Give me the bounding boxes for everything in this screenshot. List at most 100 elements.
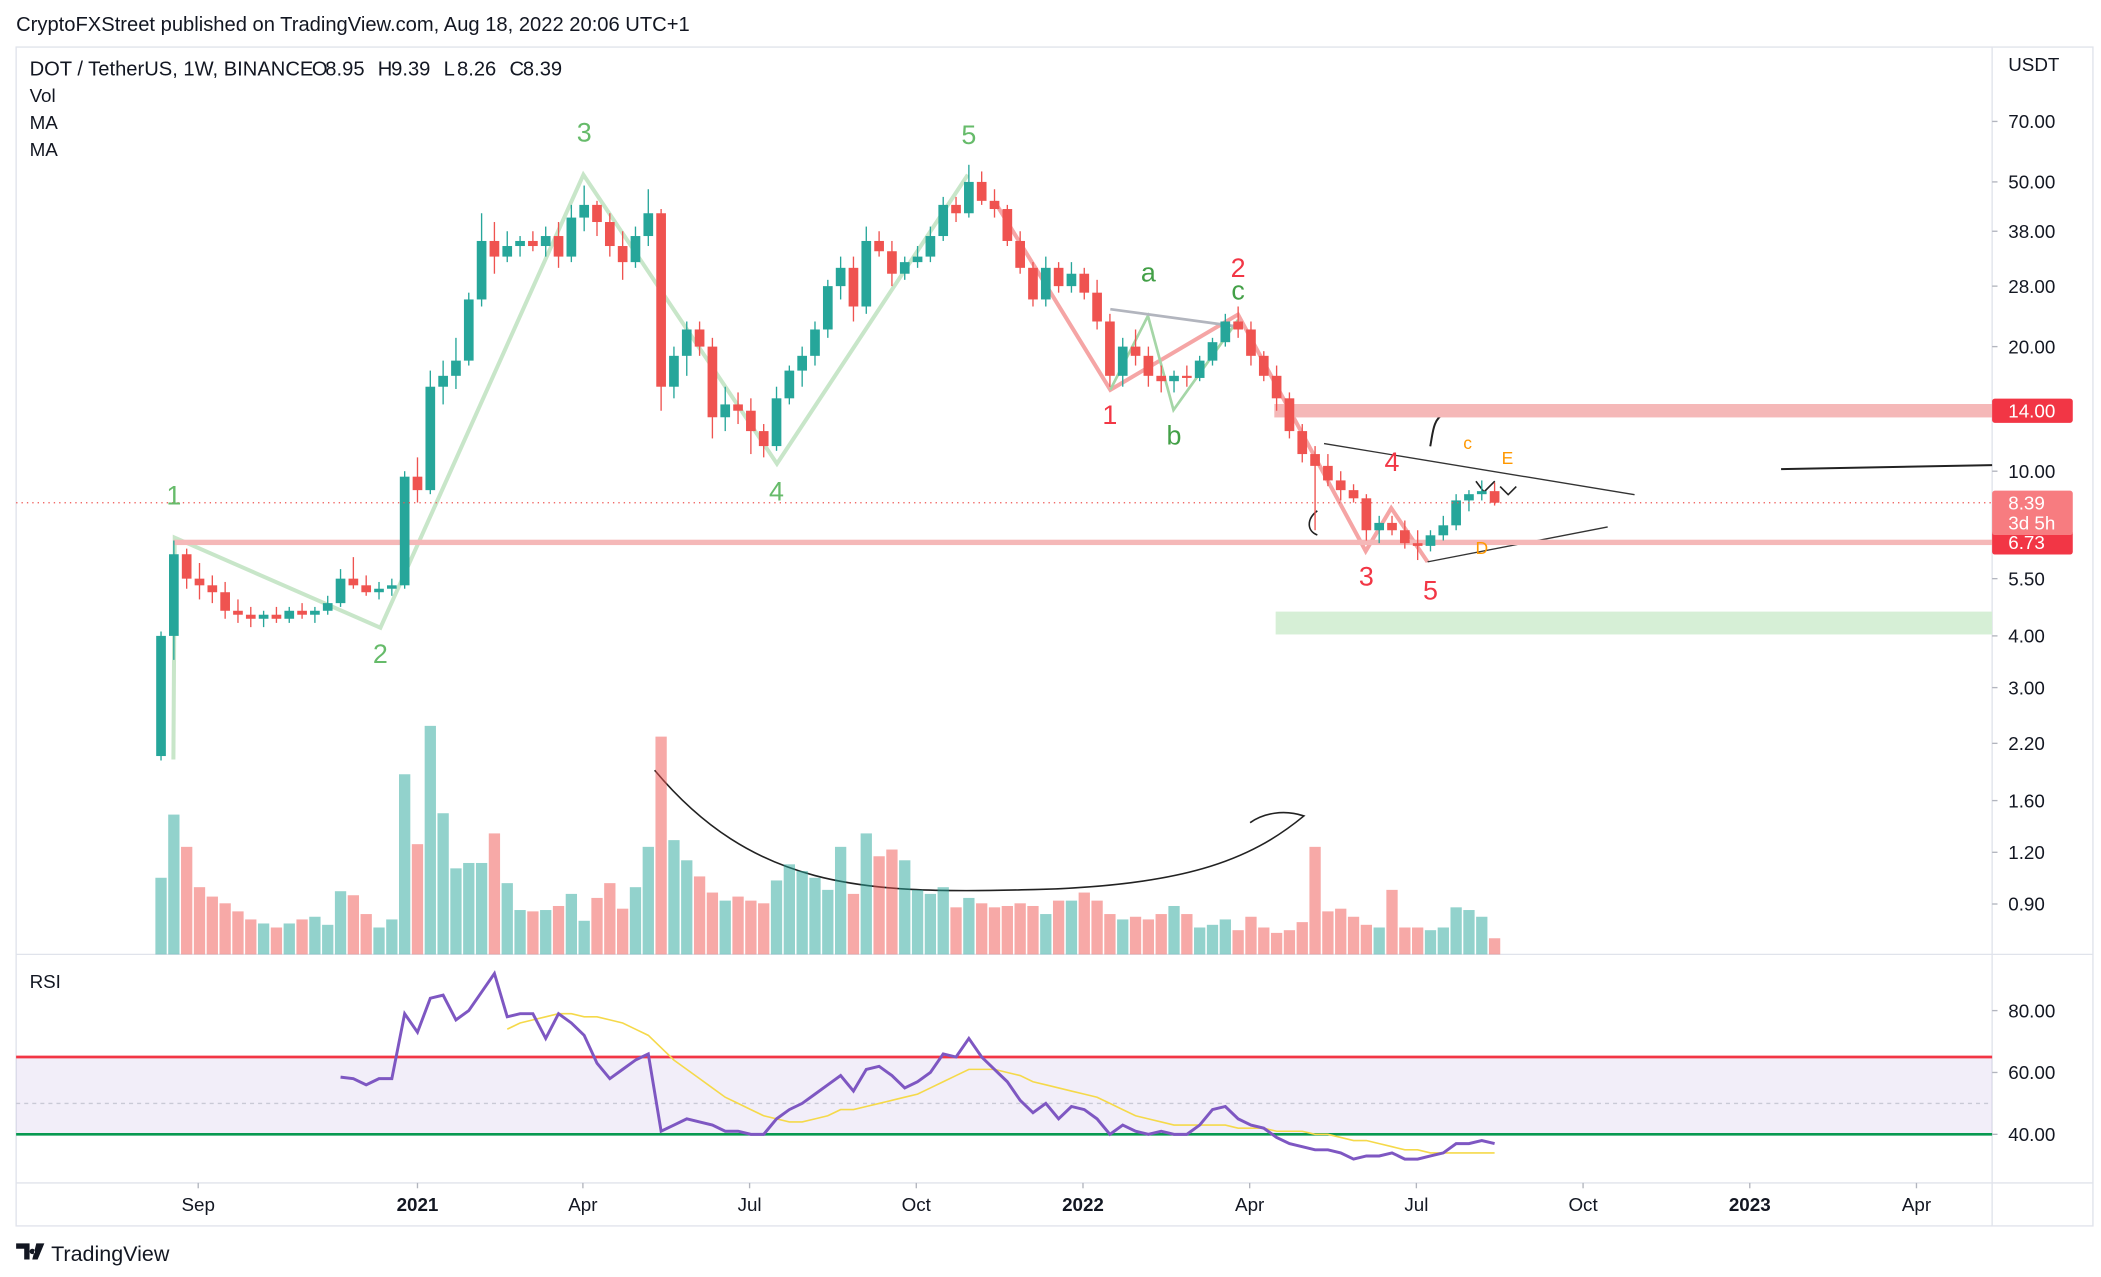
candle-body: [1476, 491, 1487, 495]
volume-bar: [988, 907, 1001, 955]
volume-bar: [552, 905, 565, 955]
candle-body: [835, 267, 846, 287]
indicator-label: MA: [30, 112, 59, 133]
trend-line: [1323, 442, 1635, 496]
candle-body: [1117, 346, 1128, 376]
y-tick-label: 70.00: [2008, 111, 2055, 132]
candle-body: [553, 236, 564, 257]
volume-bar: [347, 895, 360, 955]
candle-body: [271, 614, 282, 619]
candle-body: [771, 398, 782, 447]
wave-label: 2: [1231, 253, 1246, 283]
candle-body: [1002, 209, 1013, 241]
candle-body: [758, 431, 769, 447]
volume-bar: [540, 910, 552, 955]
volume-bar: [181, 846, 193, 955]
volume-bar: [501, 883, 513, 955]
wave-label: D: [1475, 538, 1488, 558]
x-tick-label: 2021: [397, 1194, 439, 1215]
volume-bar: [963, 897, 975, 955]
candle-body: [438, 375, 448, 387]
volume-bar: [770, 880, 783, 955]
wave-label: a: [1141, 258, 1156, 288]
countdown: 3d 5h: [2008, 513, 2055, 534]
candle-body: [669, 355, 679, 387]
candle-body: [181, 554, 192, 579]
volume-bar: [1168, 905, 1180, 955]
volume-bar: [629, 887, 642, 955]
rsi-title: RSI: [30, 971, 61, 992]
volume-bar: [373, 927, 385, 955]
volume-bar: [155, 877, 167, 955]
volume-bar: [693, 876, 706, 955]
wave-label: 3: [577, 118, 592, 148]
rsi-y-tick-label: 60.00: [2008, 1062, 2055, 1083]
level-label: 6.73: [2008, 532, 2045, 553]
ohlc-value: 8.39: [523, 58, 562, 80]
candle-body: [335, 578, 346, 604]
ohlc-prefix: L: [444, 58, 455, 80]
candle-body: [233, 610, 243, 615]
candle-body: [399, 476, 410, 586]
rsi-band-fill: [16, 1057, 1993, 1135]
trend-line: [1781, 464, 1993, 471]
volume-bar: [245, 919, 257, 955]
volume-bar: [1412, 927, 1424, 955]
volume-bar: [1360, 924, 1373, 955]
candle-body: [630, 236, 641, 263]
candle-body: [1156, 375, 1167, 382]
wave-label: 5: [1423, 575, 1438, 605]
ohlc-value: 9.39: [391, 58, 430, 80]
volume-bar: [783, 864, 795, 955]
candle-body: [1015, 240, 1025, 268]
candle-body: [951, 204, 961, 214]
candle-body: [1323, 465, 1333, 481]
y-tick-label: 2.20: [2008, 733, 2045, 754]
volume-bar: [399, 774, 411, 955]
volume-bar: [463, 862, 475, 955]
volume-bar: [1488, 938, 1501, 955]
candle-body: [489, 240, 500, 257]
volume-bar: [911, 889, 924, 955]
rsi-ma-line: [506, 1012, 1495, 1154]
wave-label: 2: [373, 639, 388, 669]
candle-body: [810, 329, 820, 356]
x-tick-label: Apr: [1902, 1194, 1931, 1215]
volume-bar: [1014, 903, 1026, 955]
volume-bar: [386, 919, 398, 955]
candle-body: [1489, 491, 1500, 503]
volume-bar: [655, 736, 667, 955]
volume-bar: [1347, 916, 1360, 955]
volume-bar: [1078, 892, 1090, 955]
volume-bar: [1027, 905, 1039, 955]
volume-bar: [847, 893, 860, 955]
candle-body: [1040, 267, 1051, 300]
candle-body: [1092, 292, 1102, 322]
candle-body: [899, 262, 910, 274]
volume-bar: [437, 813, 449, 955]
volume-bar: [668, 840, 680, 955]
candle-body: [592, 204, 602, 223]
volume-bar: [950, 907, 962, 955]
volume-bar: [1194, 927, 1206, 955]
y-tick-label: 10.00: [2008, 461, 2055, 482]
volume-bar: [1437, 927, 1449, 955]
drawings: [171, 170, 1993, 892]
candle-body: [1169, 375, 1179, 382]
candle-body: [1335, 480, 1346, 491]
y-tick-label: 0.90: [2008, 894, 2045, 915]
y-tick-label: 1.60: [2008, 790, 2045, 811]
volume-bar: [1424, 930, 1437, 955]
candle-body: [207, 585, 218, 593]
level-label: 14.00: [2008, 400, 2055, 421]
candle-body: [1387, 522, 1397, 531]
volume-bar: [924, 893, 937, 955]
volume-bar: [1040, 914, 1052, 955]
volume-bar: [1155, 914, 1167, 955]
y-tick-label: 28.00: [2008, 276, 2055, 297]
y-tick-label: 5.50: [2008, 568, 2045, 589]
wave-label: 3: [1359, 561, 1374, 591]
volume-bar: [1142, 919, 1155, 955]
